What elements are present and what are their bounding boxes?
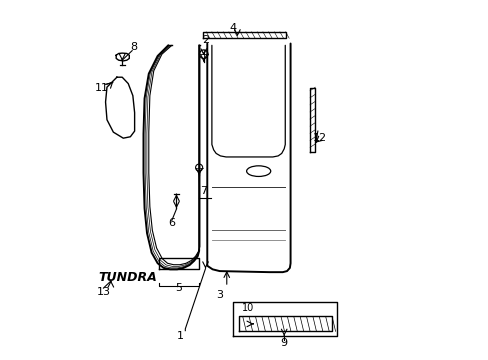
- Text: 4: 4: [229, 23, 236, 33]
- Text: 7: 7: [200, 186, 207, 196]
- Text: 5: 5: [175, 283, 182, 293]
- Text: 12: 12: [312, 133, 326, 143]
- Text: 2: 2: [202, 35, 209, 45]
- Text: 13: 13: [96, 287, 110, 297]
- Text: 1: 1: [176, 331, 183, 341]
- Text: 6: 6: [168, 218, 175, 228]
- Text: 8: 8: [130, 42, 137, 52]
- Text: 10: 10: [242, 303, 254, 312]
- Text: 11: 11: [95, 83, 109, 93]
- Text: 3: 3: [216, 290, 223, 300]
- Text: TUNDRA: TUNDRA: [98, 271, 157, 284]
- Text: 9: 9: [280, 338, 287, 348]
